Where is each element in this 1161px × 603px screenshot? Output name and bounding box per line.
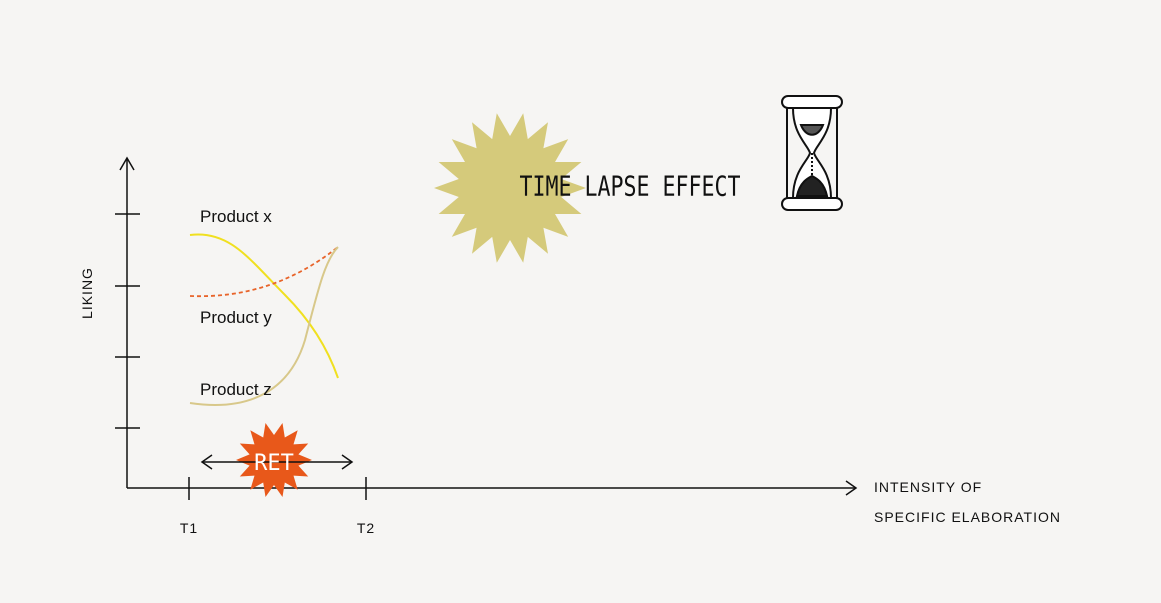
tick-label: T1 — [180, 520, 198, 536]
x-label: SPECIFIC ELABORATION — [874, 509, 1061, 525]
product-label: Product x — [200, 207, 272, 226]
product-label: Product y — [200, 308, 272, 327]
badge: RET — [254, 451, 294, 476]
tick-label: T2 — [357, 520, 375, 536]
x-label: INTENSITY OF — [874, 479, 982, 495]
title: TIME LAPSE EFFECT — [520, 170, 741, 202]
product-label: Product z — [200, 380, 272, 399]
diagram: T1 T2 LIKING INTENSITY OF SPECIFIC ELABO… — [0, 0, 1161, 603]
y-label: LIKING — [79, 267, 95, 319]
